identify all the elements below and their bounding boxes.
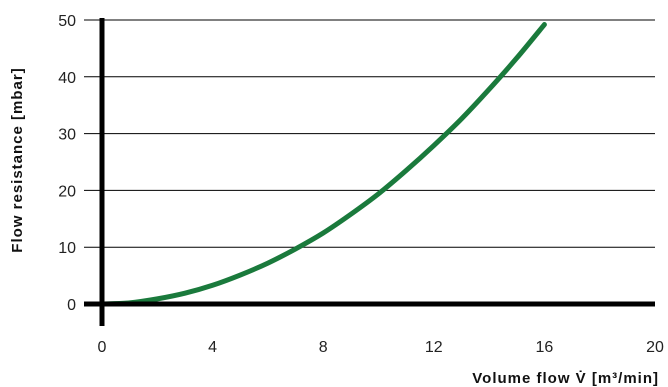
x-tick-label: 20	[646, 339, 664, 356]
grid-lines	[84, 19, 655, 248]
y-tick-label: 10	[58, 240, 76, 257]
y-tick-label: 20	[58, 183, 76, 200]
y-tick-label: 50	[58, 13, 76, 30]
x-tick-label: 12	[425, 339, 443, 356]
y-axis-title: Flow resistance [mbar]	[9, 67, 26, 252]
series-line	[99, 22, 547, 307]
x-tick-labels: 0 4 8 12 16 20	[98, 339, 664, 356]
y-tick-labels: 0 10 20 30 40 50	[58, 13, 76, 314]
y-tick-label: 40	[58, 70, 76, 87]
x-axis-title: Volume flow V̇ [m³/min]	[472, 370, 659, 387]
x-tick-label: 4	[208, 339, 217, 356]
data-series	[99, 22, 547, 307]
x-tick-label: 8	[319, 339, 328, 356]
x-tick-label: 0	[98, 339, 107, 356]
y-tick-label: 30	[58, 127, 76, 144]
x-tick-label: 16	[536, 339, 554, 356]
y-tick-label: 0	[67, 297, 76, 314]
